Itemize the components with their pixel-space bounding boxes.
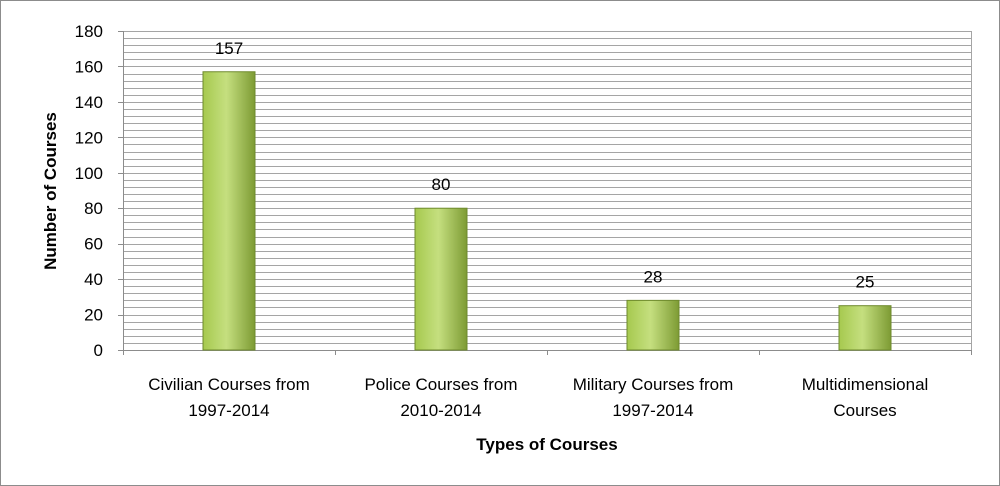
gridlines — [123, 31, 972, 351]
data-label: 80 — [432, 175, 451, 194]
x-tick-label: Police Courses from — [364, 375, 517, 394]
bars — [202, 71, 892, 351]
x-tick-label: Multidimensional — [802, 375, 929, 394]
y-tick-label: 140 — [75, 93, 103, 112]
data-label: 28 — [644, 267, 663, 286]
y-tick-label: 180 — [75, 22, 103, 41]
bar — [626, 299, 680, 351]
y-tick-label: 120 — [75, 128, 103, 147]
y-tick-label: 60 — [84, 235, 103, 254]
y-tick-labels: 0 20 40 60 80 100 120 140 160 180 — [75, 22, 123, 360]
y-tick-label: 0 — [94, 341, 103, 360]
x-tick-label: Civilian Courses from — [148, 375, 310, 394]
y-tick-label: 80 — [84, 199, 103, 218]
data-label: 157 — [215, 39, 243, 58]
x-tick-label: 1997-2014 — [188, 401, 269, 420]
x-tick-labels: Civilian Courses from 1997-2014 Police Cou… — [123, 350, 972, 420]
x-tick-label: 2010-2014 — [400, 401, 481, 420]
bar — [838, 305, 892, 351]
y-axis-title: Number of Courses — [41, 112, 60, 270]
x-tick-label: 1997-2014 — [612, 401, 693, 420]
y-tick-label: 20 — [84, 306, 103, 325]
x-tick-label: Military Courses from — [573, 375, 734, 394]
bar — [414, 207, 468, 351]
x-tick-label: Courses — [833, 401, 896, 420]
bar — [202, 71, 256, 351]
x-axis-title: Types of Courses — [476, 435, 617, 454]
data-labels: 157 80 28 25 — [215, 39, 875, 292]
y-tick-label: 160 — [75, 57, 103, 76]
y-tick-label: 100 — [75, 164, 103, 183]
data-label: 25 — [856, 273, 875, 292]
y-tick-label: 40 — [84, 270, 103, 289]
